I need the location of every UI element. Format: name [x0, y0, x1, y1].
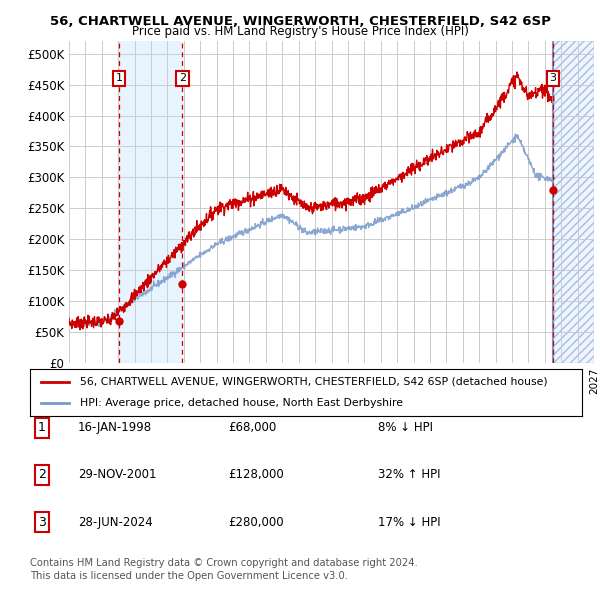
Text: £68,000: £68,000	[228, 421, 276, 434]
Text: 56, CHARTWELL AVENUE, WINGERWORTH, CHESTERFIELD, S42 6SP (detached house): 56, CHARTWELL AVENUE, WINGERWORTH, CHEST…	[80, 377, 547, 387]
Text: 8% ↓ HPI: 8% ↓ HPI	[378, 421, 433, 434]
Text: 2: 2	[179, 73, 186, 83]
Text: 56, CHARTWELL AVENUE, WINGERWORTH, CHESTERFIELD, S42 6SP: 56, CHARTWELL AVENUE, WINGERWORTH, CHEST…	[50, 15, 550, 28]
Text: 3: 3	[550, 73, 556, 83]
Text: 32% ↑ HPI: 32% ↑ HPI	[378, 468, 440, 481]
Bar	[553, 41, 594, 363]
Text: £280,000: £280,000	[228, 516, 284, 529]
Bar	[119, 41, 182, 363]
Text: This data is licensed under the Open Government Licence v3.0.: This data is licensed under the Open Gov…	[30, 571, 348, 581]
Text: 29-NOV-2001: 29-NOV-2001	[78, 468, 157, 481]
Text: HPI: Average price, detached house, North East Derbyshire: HPI: Average price, detached house, Nort…	[80, 398, 403, 408]
Text: 2: 2	[38, 468, 46, 481]
Text: 16-JAN-1998: 16-JAN-1998	[78, 421, 152, 434]
Text: 1: 1	[115, 73, 122, 83]
Text: Price paid vs. HM Land Registry's House Price Index (HPI): Price paid vs. HM Land Registry's House …	[131, 25, 469, 38]
Text: £128,000: £128,000	[228, 468, 284, 481]
Text: 3: 3	[38, 516, 46, 529]
Bar	[553, 41, 594, 363]
Text: 17% ↓ HPI: 17% ↓ HPI	[378, 516, 440, 529]
Text: 28-JUN-2024: 28-JUN-2024	[78, 516, 153, 529]
Text: Contains HM Land Registry data © Crown copyright and database right 2024.: Contains HM Land Registry data © Crown c…	[30, 558, 418, 568]
Text: 1: 1	[38, 421, 46, 434]
